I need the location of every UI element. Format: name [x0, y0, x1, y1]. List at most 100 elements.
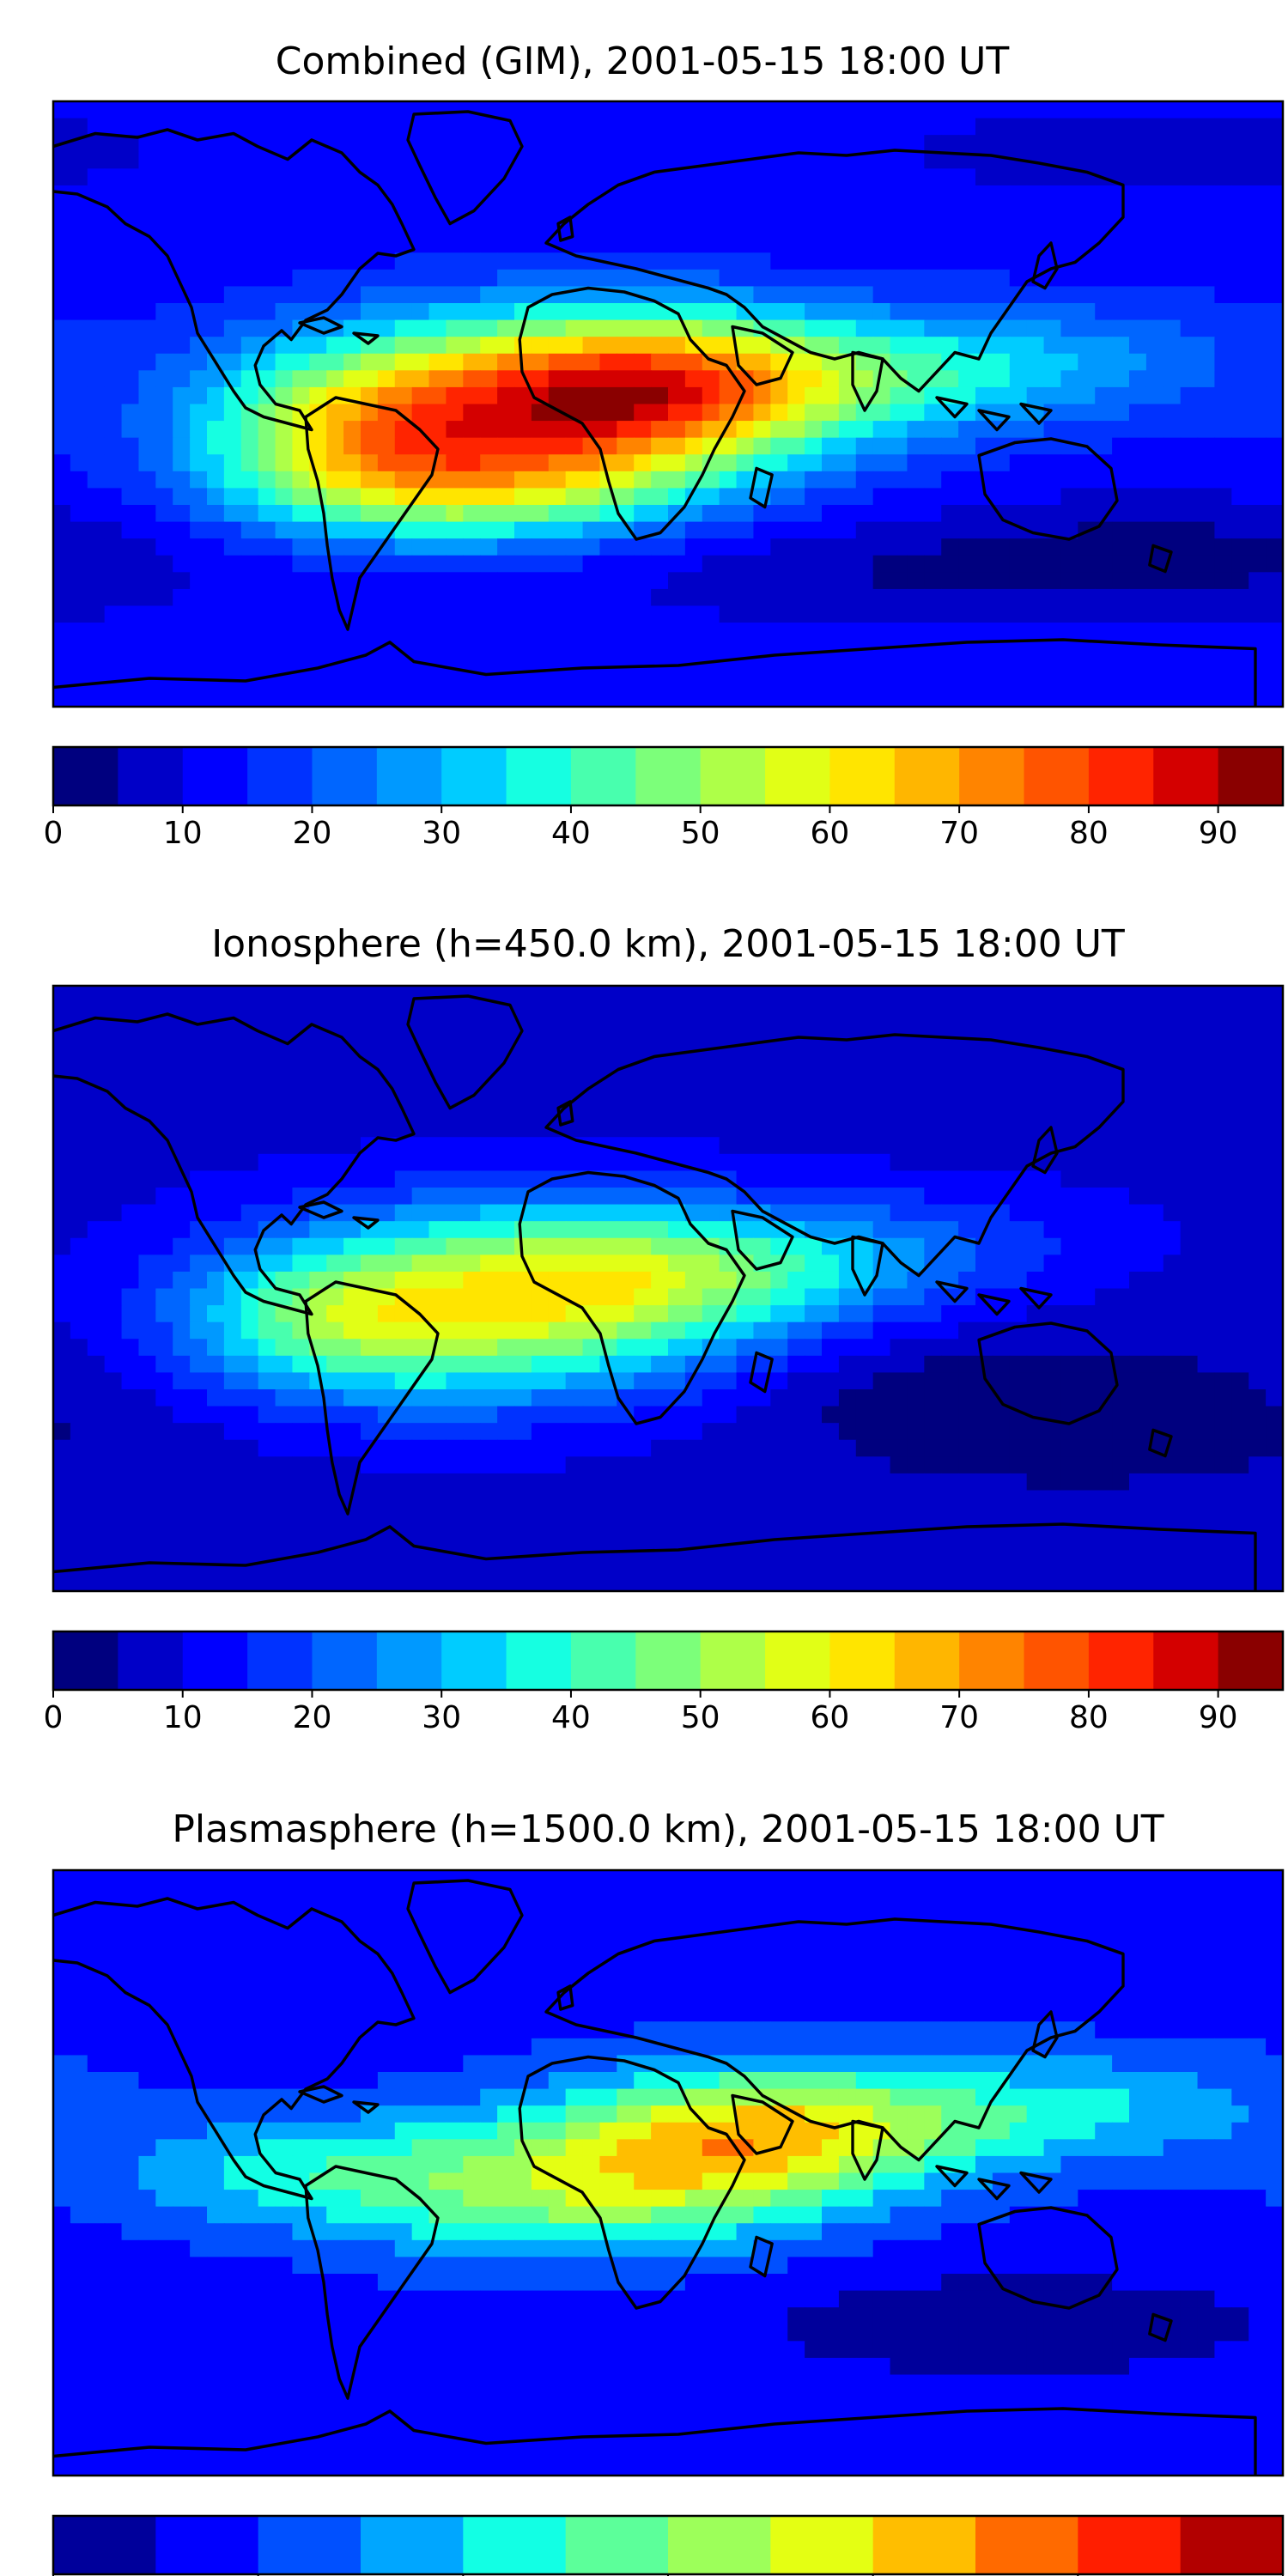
field-cell	[343, 1137, 361, 1155]
field-cell	[1163, 404, 1182, 422]
field-cell	[1197, 1305, 1216, 1323]
field-cell	[155, 386, 173, 405]
field-cell	[736, 488, 755, 506]
field-cell	[207, 1069, 225, 1088]
field-cell	[343, 168, 361, 186]
field-cell	[463, 1255, 481, 1273]
field-cell	[1078, 337, 1096, 355]
field-cell	[497, 1221, 515, 1239]
field-cell	[1145, 1053, 1164, 1071]
field-cell	[1214, 353, 1232, 371]
field-cell	[190, 1170, 208, 1188]
field-cell	[446, 672, 464, 691]
field-cell	[138, 623, 156, 641]
field-cell	[497, 1423, 515, 1441]
field-cell	[822, 1288, 840, 1306]
field-cell	[634, 1355, 652, 1374]
field-cell	[1043, 353, 1062, 371]
field-cell	[190, 1339, 208, 1357]
field-cell	[975, 421, 993, 439]
field-cell	[1009, 639, 1028, 657]
field-cell	[497, 1305, 515, 1323]
field-cell	[1078, 421, 1096, 439]
field-cell	[104, 1002, 123, 1020]
field-cell	[702, 656, 720, 674]
field-cell	[582, 235, 601, 253]
field-cell	[240, 337, 259, 355]
field-cell	[53, 1372, 71, 1390]
field-cell	[343, 672, 361, 691]
field-cell	[394, 1439, 413, 1457]
field-cell	[343, 505, 361, 523]
field-cell	[240, 1355, 259, 1374]
field-cell	[480, 303, 498, 321]
field-cell	[822, 1321, 840, 1340]
field-cell	[1231, 454, 1249, 472]
field-cell	[361, 1255, 379, 1273]
field-cell	[1112, 1339, 1130, 1357]
field-cell	[480, 1490, 498, 1508]
field-cell	[1043, 370, 1062, 388]
field-cell	[1129, 437, 1147, 455]
field-cell	[617, 202, 635, 220]
field-cell	[565, 1002, 584, 1020]
field-cell	[855, 1255, 874, 1273]
field-cell	[975, 1086, 993, 1104]
field-cell	[377, 202, 396, 220]
field-cell	[599, 1053, 617, 1071]
field-cell	[343, 1255, 361, 1273]
field-cell	[872, 151, 891, 169]
field-cell	[1145, 639, 1164, 657]
field-cell	[634, 1069, 652, 1088]
field-cell	[121, 672, 140, 691]
field-cell	[240, 1002, 259, 1020]
field-cell	[70, 1188, 88, 1206]
field-cell	[428, 1069, 447, 1088]
field-cell	[855, 185, 874, 204]
field-cell	[275, 1103, 294, 1121]
field-cell	[155, 286, 173, 304]
field-cell	[941, 1372, 959, 1390]
field-cell	[497, 101, 515, 119]
field-cell	[582, 656, 601, 674]
field-cell	[582, 1355, 601, 1374]
field-cell	[104, 151, 123, 169]
field-cell	[975, 623, 993, 641]
field-cell	[138, 1389, 156, 1407]
field-cell	[190, 505, 208, 523]
field-cell	[480, 1423, 498, 1441]
field-cell	[480, 639, 498, 657]
field-cell	[207, 572, 225, 590]
field-cell	[275, 269, 294, 288]
field-cell	[1163, 235, 1182, 253]
field-cell	[1026, 1456, 1045, 1474]
field-cell	[1009, 454, 1028, 472]
field-cell	[582, 1271, 601, 1290]
field-cell	[497, 1120, 515, 1138]
field-cell	[1078, 1002, 1096, 1020]
field-cell	[1112, 605, 1130, 623]
field-cell	[907, 1406, 925, 1424]
field-cell	[394, 1137, 413, 1155]
field-cell	[411, 252, 430, 270]
field-cell	[1026, 353, 1045, 371]
field-cell	[1266, 454, 1284, 472]
field-cell	[770, 1321, 788, 1340]
field-cell	[787, 1339, 805, 1357]
field-cell	[719, 1237, 738, 1255]
field-cell	[736, 1137, 755, 1155]
field-cell	[1129, 1288, 1147, 1306]
field-cell	[651, 690, 669, 708]
field-cell	[121, 1069, 140, 1088]
field-cell	[138, 454, 156, 472]
field-cell	[104, 404, 123, 422]
field-cell	[309, 1002, 327, 1020]
field-cell	[1026, 605, 1045, 623]
field-cell	[787, 1321, 805, 1340]
field-cell	[292, 151, 310, 169]
field-cell	[411, 1069, 430, 1088]
field-cell	[87, 672, 106, 691]
field-cell	[634, 488, 652, 506]
field-cell	[1249, 1002, 1267, 1020]
field-cell	[446, 168, 464, 186]
